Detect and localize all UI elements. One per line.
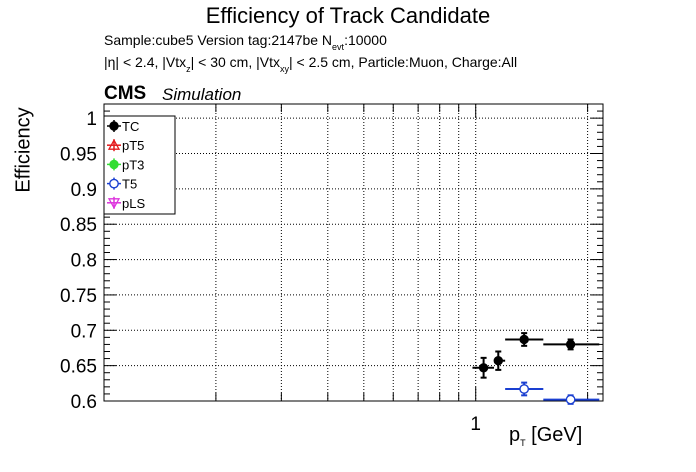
t5-marker [519, 384, 530, 394]
cuts-sub-z: z [186, 64, 191, 74]
nevt-value: :10000 [344, 32, 387, 48]
legend-marker-t5 [109, 178, 119, 189]
tc-data-point [493, 350, 506, 371]
simulation-label: Simulation [162, 85, 242, 104]
tc-data-point [505, 332, 544, 347]
legend-item-t5: T5 [107, 177, 137, 192]
tc-marker [565, 339, 576, 350]
t5-marker [565, 394, 576, 405]
legend-label-tc: TC [122, 119, 139, 134]
legend-label-t5: T5 [122, 177, 137, 192]
t5-data-point [505, 381, 544, 397]
tc-marker [493, 355, 503, 366]
x-axis-label: pT [GeV] [509, 424, 582, 448]
y-tick-label: 0.7 [71, 321, 97, 342]
y-tick-label: 0.9 [71, 180, 97, 201]
t5-data-point [543, 394, 600, 405]
sample-text: Sample:cube5 Version tag:2147be N [104, 32, 333, 48]
y-tick-label: 1 [86, 109, 97, 130]
y-tick-label: 0.6 [71, 392, 97, 413]
tc-data-point [543, 338, 600, 351]
y-tick-label: 0.95 [60, 145, 97, 166]
legend-item-pt5: pT5 [107, 138, 144, 153]
cuts-text-b: | < 30 cm, |Vtx [190, 54, 280, 70]
x-tick-label: 1 [470, 414, 481, 435]
cuts-text-a: |η| < 2.4, |Vtx [104, 54, 187, 70]
cuts-info: |η| < 2.4, |Vtxz| < 30 cm, |Vtxxy| < 2.5… [104, 54, 517, 74]
cuts-sub-xy: xy [279, 64, 289, 74]
legend-marker-tc [109, 121, 119, 131]
y-tick-label: 0.75 [60, 286, 97, 307]
tc-marker [478, 363, 489, 373]
legend-label-pt3: pT3 [122, 157, 144, 172]
tc-marker [519, 334, 529, 345]
legend-label-pt5: pT5 [122, 138, 144, 153]
tc-data-point [472, 356, 495, 379]
legend-marker-pls [107, 198, 121, 210]
legend: TC pT5 pT3 T5 pLS [103, 115, 176, 215]
y-tick-label: 0.65 [60, 357, 97, 378]
chart-title: Efficiency of Track Candidate [205, 3, 491, 28]
cms-label: CMS [104, 83, 147, 104]
legend-item-tc: TC [107, 119, 139, 134]
sample-info: Sample:cube5 Version tag:2147be Nevt:100… [104, 32, 387, 52]
legend-marker-pt5 [107, 138, 121, 150]
legend-label-pls: pLS [122, 196, 145, 211]
nevt-subscript: evt [332, 42, 345, 52]
y-tick-label: 0.85 [60, 215, 97, 236]
legend-item-pls: pLS [107, 196, 145, 211]
cuts-text-c: | < 2.5 cm, Particle:Muon, Charge:All [288, 54, 518, 70]
x-axis-label-unit: [GeV] [525, 424, 583, 446]
x-axis-label-sub: T [520, 438, 526, 448]
legend-marker-pt3 [109, 159, 119, 170]
x-axis-label-main: p [509, 424, 521, 446]
y-tick-label: 0.8 [71, 251, 97, 272]
plot-frame [103, 103, 604, 402]
legend-item-pt3: pT3 [107, 157, 144, 172]
